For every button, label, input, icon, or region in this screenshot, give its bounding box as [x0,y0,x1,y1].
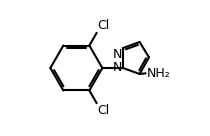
Text: N: N [113,61,122,74]
Text: Cl: Cl [97,104,110,117]
Text: Cl: Cl [97,19,110,32]
Text: NH₂: NH₂ [147,67,171,80]
Text: N: N [113,48,122,61]
